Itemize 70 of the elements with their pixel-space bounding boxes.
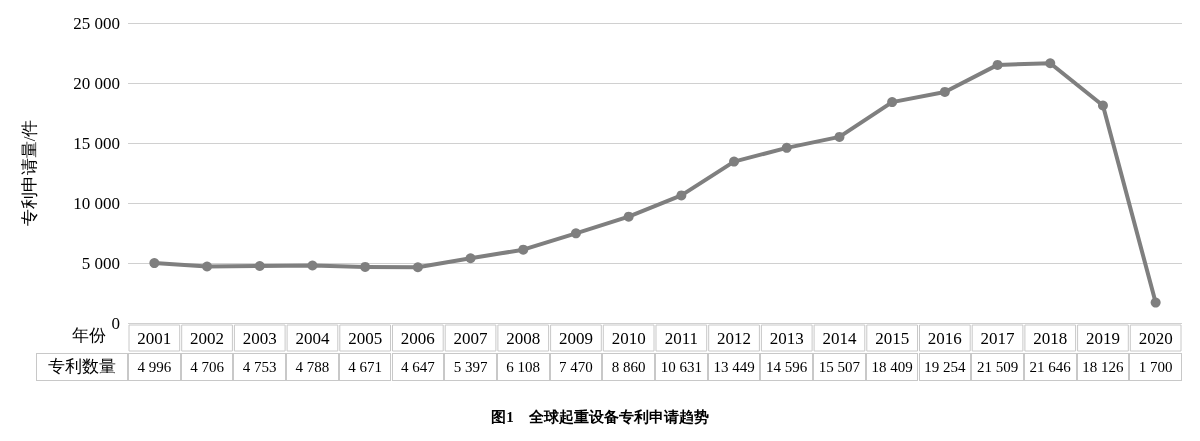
y-axis-title: 专利申请量/件	[20, 119, 39, 227]
x-tick-label: 2008	[506, 328, 541, 348]
data-label: 15 507	[813, 353, 866, 381]
data-label: 5 397	[444, 353, 497, 381]
x-tick-label: 2019	[1085, 328, 1120, 348]
data-label: 19 254	[918, 353, 972, 381]
y-tick-label: 0	[111, 313, 120, 333]
data-label: 21 509	[971, 353, 1024, 381]
data-label: 8 860	[602, 353, 655, 381]
point	[887, 97, 898, 108]
x-tick-label: 2005	[348, 328, 383, 348]
point	[465, 253, 476, 264]
x-tick-label: 2020	[1138, 328, 1173, 348]
point	[149, 258, 160, 269]
point	[781, 142, 792, 153]
data-label: 18 409	[865, 353, 919, 381]
y-tick-label: 20 000	[73, 73, 120, 93]
x-tick-label: 2004	[295, 328, 330, 348]
point	[307, 260, 318, 271]
data-label: 1 700	[1129, 353, 1182, 381]
x-tick-label: 2006	[400, 328, 435, 348]
point	[1097, 100, 1108, 111]
point	[570, 228, 581, 239]
point	[254, 260, 265, 271]
x-tick-label: 2015	[875, 328, 910, 348]
x-tick-label: 2014	[822, 328, 857, 348]
y-tick-label: 10 000	[73, 193, 120, 213]
x-tick-label: 2010	[611, 328, 646, 348]
x-tick-label: 2007	[453, 328, 489, 348]
x-tick-label: 2012	[717, 328, 752, 348]
data-label: 18 126	[1076, 353, 1130, 381]
data-label: 4 671	[338, 353, 392, 381]
text: 图1 全球起重设备专利申请趋势	[491, 408, 709, 425]
x-tick-label: 2003	[242, 328, 277, 348]
point	[360, 261, 371, 272]
data-label: 4 647	[391, 353, 445, 381]
point	[1045, 58, 1056, 69]
y-tick-label: 15 000	[73, 133, 120, 153]
point	[412, 262, 423, 273]
x-tick-label: 2016	[927, 328, 962, 348]
point	[939, 86, 950, 97]
point	[623, 211, 634, 222]
x-tick-label: 2001	[137, 328, 172, 348]
x-tick-label: 2002	[190, 328, 225, 348]
point	[992, 59, 1003, 70]
y-tick-label: 5 000	[81, 253, 120, 273]
text: 专利数量	[36, 353, 128, 381]
y-tick-label: 25 000	[73, 13, 120, 33]
x-axis-title: 年份	[71, 326, 106, 345]
data-label: 7 470	[549, 353, 603, 381]
point	[729, 156, 740, 167]
data-label: 6 108	[496, 353, 550, 381]
data-label: 4 753	[233, 353, 287, 381]
data-label: 10 631	[655, 353, 708, 381]
data-label: 4 706	[180, 353, 234, 381]
x-tick-label: 2009	[558, 328, 593, 348]
x-tick-label: 2011	[664, 328, 699, 348]
point	[1150, 297, 1161, 308]
x-tick-label: 2018	[1033, 328, 1068, 348]
point	[676, 190, 687, 201]
data-label: 13 449	[707, 353, 761, 381]
data-label: 21 646	[1023, 353, 1077, 381]
point	[518, 244, 529, 255]
x-tick-label: 2017	[980, 328, 1016, 348]
point	[834, 131, 845, 142]
data-label: 4 996	[128, 353, 181, 381]
data-label: 14 596	[760, 353, 814, 381]
point	[202, 261, 213, 272]
data-label: 4 788	[286, 353, 339, 381]
x-tick-label: 2013	[769, 328, 804, 348]
